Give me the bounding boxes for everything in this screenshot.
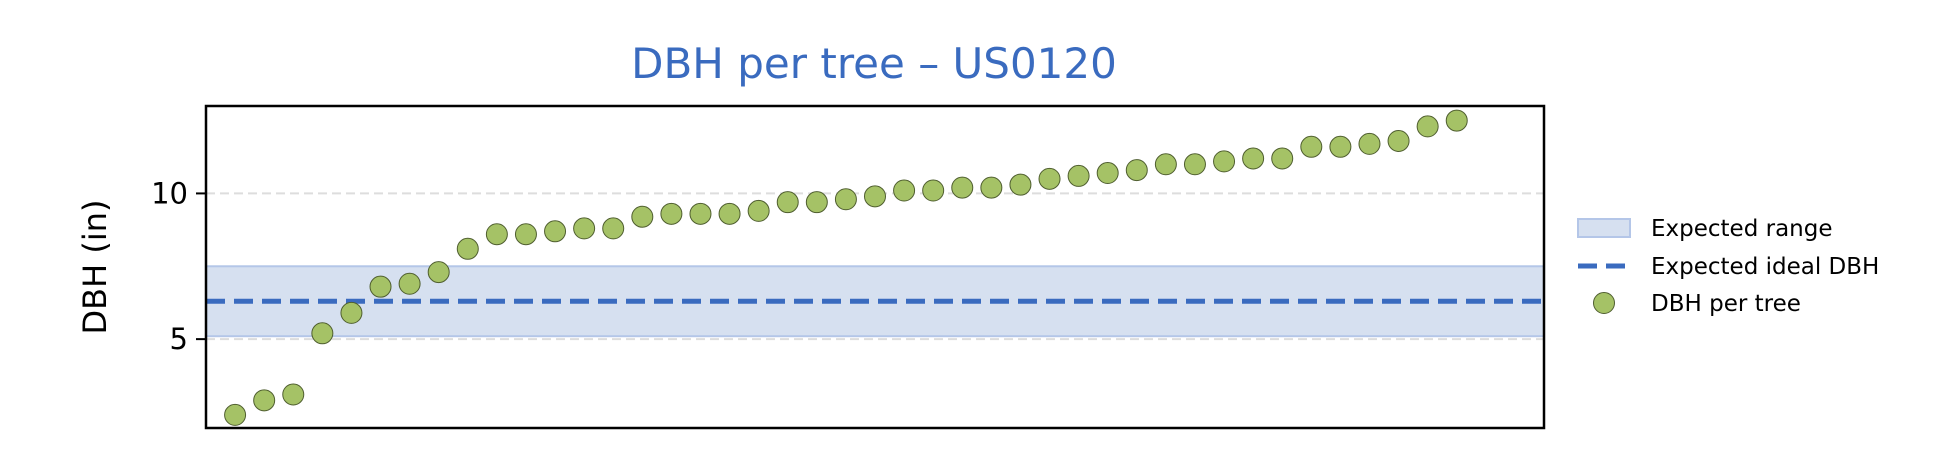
- data-point: [224, 403, 247, 426]
- data-point: [922, 179, 945, 202]
- data-point: [602, 217, 625, 240]
- legend-label: DBH per tree: [1651, 291, 1801, 317]
- data-point: [834, 188, 857, 211]
- data-point: [1300, 135, 1323, 158]
- data-point: [747, 199, 770, 222]
- data-point: [1242, 147, 1265, 170]
- data-point: [398, 272, 421, 295]
- data-point: [1358, 132, 1381, 155]
- expected-range-band-layer: [205, 265, 1545, 338]
- data-point: [1067, 164, 1090, 187]
- data-point: [253, 389, 276, 412]
- data-point: [282, 383, 305, 406]
- y-axis-label: DBH (in): [76, 200, 114, 335]
- data-point: [1416, 115, 1439, 138]
- data-point: [631, 205, 654, 228]
- data-point: [1271, 147, 1294, 170]
- data-point: [1009, 173, 1032, 196]
- legend-label: Expected ideal DBH: [1651, 254, 1879, 280]
- data-point: [1445, 109, 1468, 132]
- data-point: [340, 301, 363, 324]
- data-point: [369, 275, 392, 298]
- data-point: [660, 202, 683, 225]
- data-point: [893, 179, 916, 202]
- plot-area: [204, 104, 1546, 430]
- data-point: [1387, 129, 1410, 152]
- plot-frame: [204, 104, 1546, 430]
- data-point: [514, 223, 537, 246]
- data-point: [1154, 153, 1177, 176]
- legend-swatch-dbh-per-tree: [1593, 292, 1615, 314]
- data-point: [980, 176, 1003, 199]
- data-point: [456, 237, 479, 260]
- data-point: [718, 202, 741, 225]
- legend-swatch-expected-range: [1577, 218, 1631, 238]
- data-point: [1125, 159, 1148, 182]
- data-point: [311, 322, 334, 345]
- data-point: [544, 220, 567, 243]
- data-point: [427, 261, 450, 284]
- legend: Expected range Expected ideal DBH DBH per …: [1577, 216, 1879, 317]
- y-tick-label: 5: [170, 322, 188, 356]
- data-point: [1038, 167, 1061, 190]
- data-point: [951, 176, 974, 199]
- data-point: [776, 191, 799, 214]
- data-points: [224, 109, 1468, 426]
- data-point: [485, 223, 508, 246]
- data-point: [864, 185, 886, 208]
- legend-label: Expected range: [1651, 216, 1833, 242]
- grid-lines: [206, 192, 1544, 341]
- chart-title: DBH per tree – US0120: [631, 39, 1117, 88]
- data-point: [689, 202, 712, 225]
- data-point: [805, 191, 828, 214]
- data-point: [1213, 150, 1236, 173]
- data-point: [573, 217, 596, 240]
- data-point: [1329, 135, 1352, 158]
- expected-range-band: [205, 265, 1545, 338]
- y-tick-label: 10: [151, 176, 188, 210]
- y-axis: 5 10: [151, 176, 206, 356]
- data-point: [1096, 162, 1119, 185]
- data-point: [1183, 153, 1206, 176]
